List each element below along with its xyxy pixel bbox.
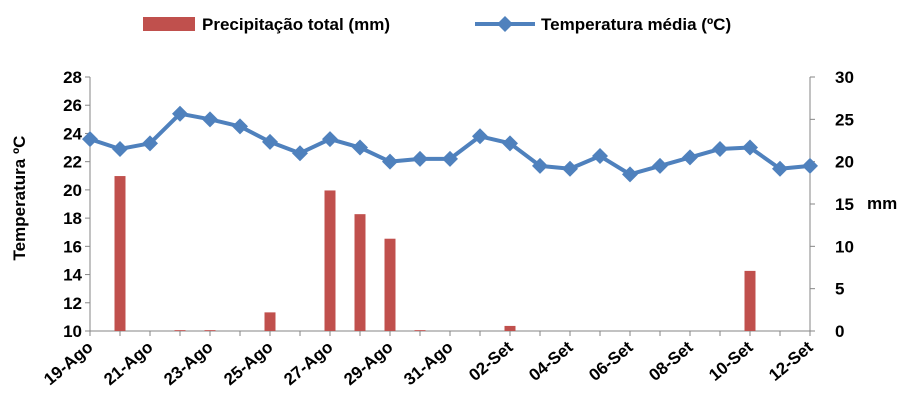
temperature-point [82, 131, 98, 148]
left-tick-label: 22 [63, 153, 82, 172]
temperature-point [232, 118, 248, 135]
temperature-point [292, 145, 308, 162]
x-tick-label: 10-Set [705, 337, 757, 385]
left-tick-label: 20 [63, 181, 82, 200]
temperature-point [472, 128, 488, 145]
temperature-point [352, 139, 368, 156]
precipitation-bar [324, 190, 336, 331]
temperature-point [112, 140, 128, 157]
x-tick-label: 19-Ago [40, 338, 96, 390]
x-tick-label: 29-Ago [340, 338, 396, 390]
precipitation-bar [504, 325, 516, 331]
temperature-line-series [82, 105, 818, 183]
temperature-point [442, 150, 458, 167]
right-tick-label: 20 [835, 153, 854, 172]
right-tick-label: 0 [835, 322, 844, 341]
left-tick-label: 24 [63, 124, 82, 143]
legend-precipitation-swatch [143, 17, 195, 31]
left-tick-label: 12 [63, 294, 82, 313]
precipitation-bar [204, 330, 216, 331]
left-axis-title: Temperatura ºC [10, 136, 29, 261]
temperature-point [622, 166, 638, 183]
precipitation-bar [264, 312, 276, 331]
precipitation-bar [744, 270, 756, 331]
left-tick-label: 28 [63, 68, 82, 87]
x-tick-label: 27-Ago [280, 338, 336, 390]
temperature-point [172, 105, 188, 122]
precipitation-bar [384, 238, 396, 331]
temperature-point [772, 160, 788, 177]
temperature-point [412, 150, 428, 167]
left-tick-label: 26 [63, 96, 82, 115]
temperature-point [202, 111, 218, 128]
x-tick-label: 02-Set [465, 337, 517, 385]
x-tick-label: 21-Ago [100, 338, 156, 390]
temperature-point [142, 135, 158, 152]
x-tick-label: 04-Set [525, 337, 577, 385]
x-tick-label: 23-Ago [160, 338, 216, 390]
temperature-point [682, 149, 698, 166]
left-tick-label: 14 [63, 266, 82, 285]
temperature-point [712, 140, 728, 157]
x-tick-label: 08-Set [645, 337, 697, 385]
right-tick-label: 5 [835, 280, 844, 299]
temperature-point [262, 133, 278, 150]
temperature-point [382, 153, 398, 170]
right-axis-title: mm [867, 194, 897, 213]
legend: Precipitação total (mm) Temperatura médi… [143, 15, 731, 34]
right-tick-label: 10 [835, 237, 854, 256]
temperature-point [742, 139, 758, 156]
right-tick-label: 15 [835, 195, 854, 214]
right-tick-label: 25 [835, 110, 854, 129]
x-tick-label: 06-Set [585, 337, 637, 385]
temperature-point [592, 148, 608, 165]
left-tick-label: 16 [63, 237, 82, 256]
temperature-point [532, 157, 548, 174]
legend-temperature-marker [497, 16, 513, 32]
left-tick-label: 10 [63, 322, 82, 341]
temperature-point [562, 160, 578, 177]
right-tick-label: 30 [835, 68, 854, 87]
legend-temperature-label: Temperatura média (ºC) [541, 15, 731, 34]
x-tick-label: 31-Ago [400, 338, 456, 390]
x-tick-label: 12-Set [765, 337, 817, 385]
tick-labels: 10 12 14 16 18 20 22 24 26 28 0 5 10 15 20 25 30 19-Ago 21… [40, 68, 854, 389]
precipitation-bar [354, 214, 366, 331]
precipitation-bars [114, 176, 756, 331]
temperature-point [802, 157, 818, 174]
temperature-point [322, 131, 338, 148]
x-tick-label: 25-Ago [220, 338, 276, 390]
precipitation-bar [174, 330, 186, 331]
temperature-point [502, 135, 518, 152]
left-tick-label: 18 [63, 209, 82, 228]
precipitation-bar [114, 176, 126, 331]
temperature-point [652, 157, 668, 174]
precipitation-bar [414, 330, 426, 331]
legend-precipitation-label: Precipitação total (mm) [202, 15, 390, 34]
